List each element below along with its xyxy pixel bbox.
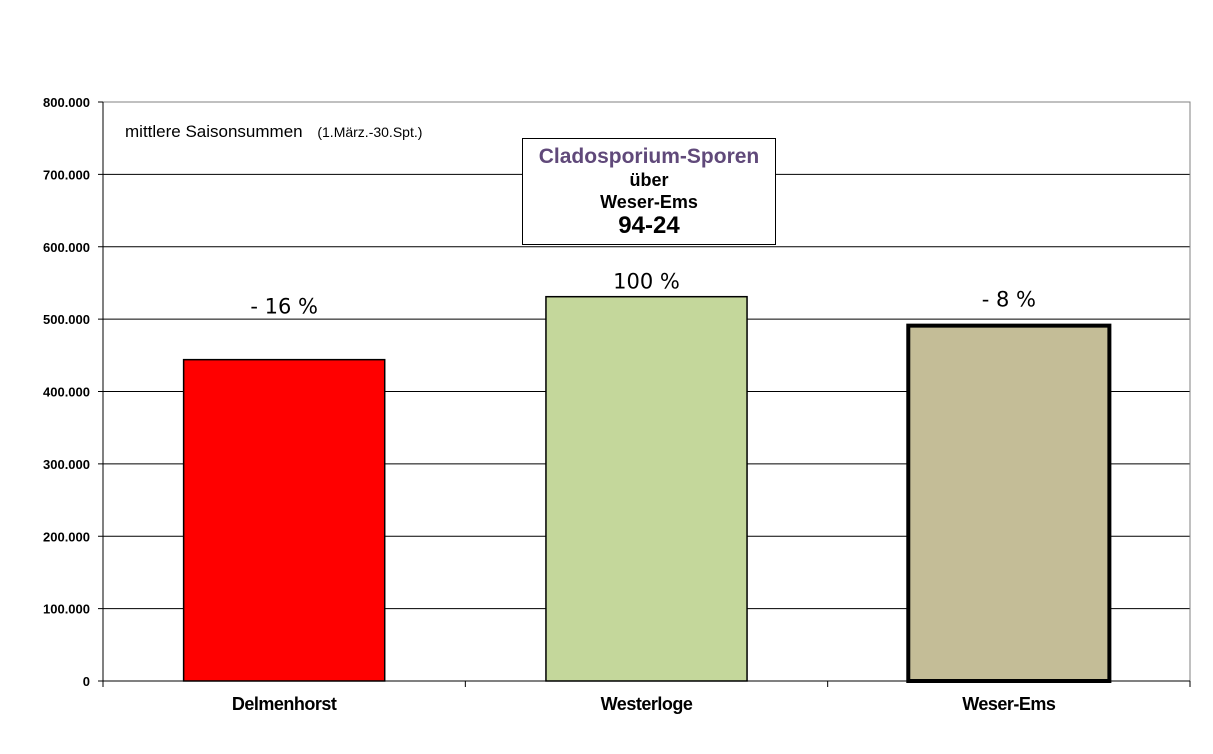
- chart-title-line-1: Cladosporium-Sporen: [538, 145, 760, 168]
- x-category-label: Delmenhorst: [232, 694, 337, 714]
- x-category-label: Weser-Ems: [962, 694, 1056, 714]
- y-tick-label: 400.000: [43, 385, 90, 400]
- bar-westerloge: [545, 295, 748, 682]
- chart-subtitle-main: mittlere Saisonsummen: [125, 122, 303, 141]
- chart-subtitle-note: (1.März.-30.Spt.): [317, 124, 422, 140]
- chart-title-line-3: Weser-Ems: [600, 192, 698, 212]
- y-tick-label: 800.000: [43, 95, 90, 110]
- category-labels: Delmenhorst Westerloge Weser-Ems: [232, 694, 1057, 714]
- bar-weser-ems: [906, 323, 1112, 683]
- y-tick-label: 200.000: [43, 529, 90, 544]
- chart-subtitle: mittlere Saisonsummen (1.März.-30.Spt.): [125, 122, 422, 141]
- y-tick-label: 700.000: [43, 167, 90, 182]
- bar-percent-labels: - 16 % 100 % - 8 %: [250, 270, 1036, 319]
- chart-title-line-2: über: [629, 170, 669, 190]
- bar-percent-label: 100 %: [613, 270, 680, 294]
- bar-percent-label: - 8 %: [982, 288, 1036, 312]
- x-category-label: Westerloge: [601, 694, 693, 714]
- y-tick-labels: 0 100.000 200.000 300.000 400.000 500.000 600.…: [43, 95, 90, 689]
- chart-title-line-4: 94-24: [618, 212, 680, 239]
- bar-delmenhorst: [182, 358, 386, 682]
- y-tick-label: 0: [83, 674, 90, 689]
- chart-title-box: Cladosporium-Sporen über Weser-Ems 94-24: [522, 138, 776, 245]
- axes: [98, 101, 1191, 687]
- bars: [182, 295, 1112, 683]
- bar-percent-label: - 16 %: [250, 295, 318, 319]
- y-tick-label: 100.000: [43, 602, 90, 617]
- y-tick-label: 300.000: [43, 457, 90, 472]
- y-tick-label: 500.000: [43, 312, 90, 327]
- y-tick-label: 600.000: [43, 240, 90, 255]
